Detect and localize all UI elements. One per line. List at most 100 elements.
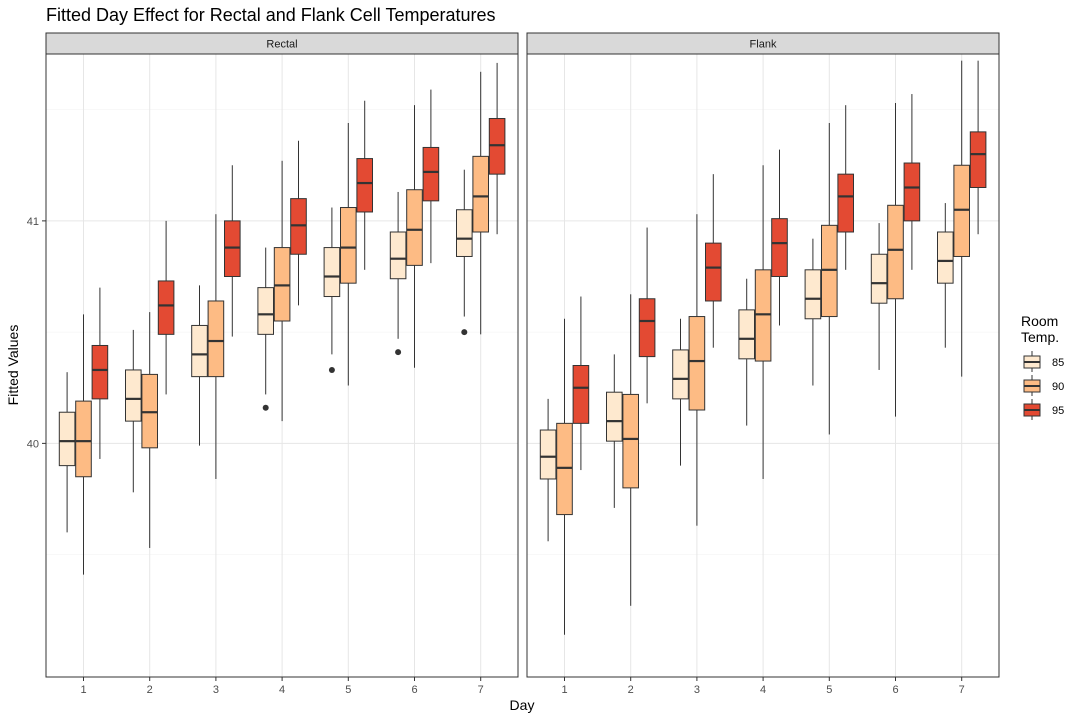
box-iqr bbox=[141, 373, 158, 449]
box-iqr bbox=[606, 391, 623, 442]
box-iqr bbox=[389, 231, 407, 280]
box-iqr bbox=[422, 146, 440, 202]
box-rectal-day7-temp95 bbox=[488, 62, 506, 235]
x-tick-label: 6 bbox=[892, 684, 898, 696]
x-axis-ticks: 1 2 3 4 5 6 7 1 2 3 4 5 6 7 bbox=[80, 677, 965, 696]
box-iqr bbox=[456, 209, 473, 257]
x-tick-label: 2 bbox=[147, 684, 153, 696]
box-flank-day5-temp95 bbox=[837, 105, 855, 270]
box-rectal-day2-temp85 bbox=[125, 329, 142, 493]
x-tick-label: 7 bbox=[478, 684, 484, 696]
box-iqr bbox=[157, 280, 175, 335]
box-iqr bbox=[290, 198, 307, 255]
box-iqr bbox=[472, 155, 489, 233]
y-tick-label: 40 bbox=[27, 438, 39, 450]
box-iqr bbox=[638, 298, 656, 358]
box-iqr bbox=[273, 247, 291, 322]
outlier-point bbox=[262, 404, 269, 411]
box-rectal-day1-temp95 bbox=[91, 287, 109, 459]
box-iqr bbox=[771, 218, 788, 277]
box-iqr bbox=[207, 300, 225, 378]
box-rectal-day5-temp95 bbox=[356, 100, 373, 270]
box-flank-day1-temp85 bbox=[539, 398, 557, 542]
box-rectal-day2-temp95 bbox=[157, 220, 175, 395]
box-flank-day1-temp95 bbox=[572, 296, 590, 471]
box-iqr bbox=[58, 411, 76, 467]
box-iqr bbox=[937, 231, 954, 284]
box-flank-day2-temp95 bbox=[638, 227, 656, 404]
facet-strip-label: Flank bbox=[750, 39, 777, 51]
box-rectal-day5-temp90 bbox=[340, 122, 357, 386]
box-iqr bbox=[75, 400, 92, 478]
legend-item-95: 95 bbox=[1023, 399, 1064, 420]
y-tick-label: 41 bbox=[27, 216, 39, 228]
box-iqr bbox=[125, 369, 142, 422]
legend-label: 95 bbox=[1052, 405, 1064, 417]
box-flank-day7-temp95 bbox=[969, 60, 987, 235]
x-tick-label: 4 bbox=[279, 684, 285, 696]
y-axis-title: Fitted Values bbox=[5, 325, 21, 406]
box-iqr bbox=[340, 207, 357, 284]
box-rectal-day7-temp85 bbox=[456, 169, 473, 336]
box-rectal-day3-temp90 bbox=[207, 214, 225, 479]
box-iqr bbox=[705, 242, 722, 302]
box-rectal-day1-temp90 bbox=[75, 314, 92, 575]
x-tick-label: 1 bbox=[561, 684, 567, 696]
box-rectal-day7-temp90 bbox=[472, 71, 489, 335]
x-tick-label: 2 bbox=[628, 684, 634, 696]
box-iqr bbox=[224, 220, 241, 277]
box-iqr bbox=[556, 422, 573, 516]
box-flank-day3-temp85 bbox=[672, 318, 689, 466]
facet-strip bbox=[526, 32, 1000, 55]
box-rectal-day4-temp85 bbox=[257, 247, 274, 411]
box-iqr bbox=[191, 324, 208, 378]
box-flank-day5-temp90 bbox=[821, 122, 838, 435]
box-iqr bbox=[837, 173, 855, 233]
box-rectal-day2-temp90 bbox=[141, 312, 158, 548]
x-tick-label: 3 bbox=[213, 684, 219, 696]
outlier-point bbox=[461, 329, 468, 336]
box-rectal-day3-temp95 bbox=[224, 165, 241, 337]
x-tick-label: 4 bbox=[760, 684, 766, 696]
box-iqr bbox=[539, 429, 557, 480]
box-iqr bbox=[672, 349, 689, 400]
panel-rectal: Rectal bbox=[45, 32, 519, 678]
box-rectal-day6-temp95 bbox=[422, 89, 440, 264]
box-flank-day7-temp85 bbox=[937, 203, 954, 348]
facet-strip-label: Rectal bbox=[266, 39, 297, 51]
box-flank-day2-temp85 bbox=[606, 354, 623, 508]
x-axis-title: Day bbox=[510, 697, 535, 713]
box-flank-day6-temp95 bbox=[903, 94, 921, 270]
box-iqr bbox=[754, 269, 772, 362]
box-rectal-day3-temp85 bbox=[191, 285, 208, 446]
box-rectal-day5-temp85 bbox=[323, 207, 341, 373]
box-iqr bbox=[488, 118, 506, 175]
x-tick-label: 5 bbox=[826, 684, 832, 696]
box-flank-day1-temp90 bbox=[556, 318, 573, 635]
box-iqr bbox=[622, 393, 640, 489]
legend-item-85: 85 bbox=[1023, 351, 1064, 372]
box-flank-day7-temp90 bbox=[953, 60, 971, 377]
box-iqr bbox=[91, 344, 109, 400]
box-iqr bbox=[887, 204, 904, 300]
box-iqr bbox=[870, 253, 888, 304]
box-rectal-day6-temp85 bbox=[389, 191, 407, 356]
box-iqr bbox=[738, 309, 756, 360]
x-tick-label: 7 bbox=[959, 684, 965, 696]
outlier-point bbox=[328, 366, 335, 373]
x-tick-label: 6 bbox=[411, 684, 417, 696]
box-flank-day4-temp95 bbox=[771, 149, 788, 326]
legend-item-90: 90 bbox=[1023, 375, 1064, 396]
box-rectal-day4-temp95 bbox=[290, 140, 307, 306]
box-iqr bbox=[969, 131, 987, 188]
box-iqr bbox=[688, 316, 706, 411]
box-flank-day5-temp85 bbox=[804, 238, 822, 386]
box-rectal-day1-temp85 bbox=[58, 372, 76, 533]
box-flank-day4-temp85 bbox=[738, 278, 756, 426]
facet-strip bbox=[45, 32, 519, 55]
box-rectal-day4-temp90 bbox=[273, 160, 291, 422]
box-flank-day3-temp90 bbox=[688, 214, 706, 526]
box-rectal-day6-temp90 bbox=[406, 105, 423, 368]
